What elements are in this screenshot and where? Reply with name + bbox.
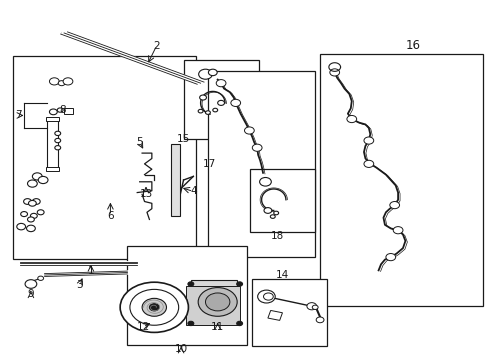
- Bar: [46, 117, 59, 121]
- Circle shape: [259, 177, 271, 186]
- Circle shape: [329, 69, 339, 76]
- Circle shape: [187, 321, 193, 325]
- Text: 11: 11: [211, 322, 224, 332]
- Circle shape: [208, 69, 217, 76]
- Circle shape: [149, 304, 159, 311]
- Bar: [190, 280, 237, 323]
- Circle shape: [55, 145, 61, 150]
- Circle shape: [257, 290, 275, 303]
- Polygon shape: [185, 286, 239, 325]
- Circle shape: [312, 305, 318, 310]
- Circle shape: [27, 217, 34, 222]
- Text: 14: 14: [275, 270, 288, 280]
- Text: 18: 18: [270, 231, 283, 240]
- Circle shape: [205, 111, 210, 114]
- Text: 3: 3: [76, 280, 83, 290]
- Circle shape: [37, 210, 44, 215]
- Bar: [250, 169, 314, 232]
- Circle shape: [25, 280, 37, 288]
- Text: 10: 10: [174, 344, 187, 354]
- Circle shape: [49, 78, 59, 85]
- Text: 6: 6: [107, 211, 114, 221]
- Circle shape: [142, 298, 166, 316]
- Circle shape: [392, 226, 402, 234]
- Circle shape: [198, 109, 203, 113]
- Circle shape: [236, 321, 242, 325]
- Circle shape: [346, 116, 356, 123]
- Circle shape: [230, 99, 240, 107]
- Circle shape: [236, 282, 242, 286]
- Circle shape: [55, 138, 61, 143]
- Bar: [207, 71, 315, 257]
- Circle shape: [199, 95, 206, 100]
- Circle shape: [216, 80, 225, 87]
- Text: 16: 16: [405, 39, 419, 52]
- Circle shape: [389, 202, 399, 209]
- Bar: [267, 310, 282, 320]
- Text: 13: 13: [139, 189, 152, 199]
- Circle shape: [38, 176, 48, 184]
- Bar: [46, 167, 59, 171]
- Circle shape: [385, 253, 395, 261]
- Bar: [64, 108, 73, 114]
- Text: 17: 17: [203, 159, 216, 169]
- Circle shape: [316, 317, 324, 323]
- Bar: [76, 71, 178, 246]
- Circle shape: [49, 109, 57, 115]
- Bar: [251, 279, 327, 346]
- Circle shape: [205, 293, 229, 311]
- Circle shape: [17, 224, 25, 230]
- Text: 8: 8: [59, 105, 65, 115]
- Circle shape: [212, 108, 217, 112]
- Text: 9: 9: [27, 289, 34, 299]
- Circle shape: [57, 108, 63, 112]
- Circle shape: [30, 213, 37, 219]
- Circle shape: [198, 69, 212, 79]
- Circle shape: [55, 131, 61, 135]
- Circle shape: [120, 282, 188, 332]
- Circle shape: [32, 199, 40, 204]
- Circle shape: [264, 208, 271, 213]
- Circle shape: [263, 293, 273, 300]
- Circle shape: [187, 282, 193, 286]
- Circle shape: [23, 199, 31, 204]
- Circle shape: [63, 78, 73, 85]
- Circle shape: [244, 127, 254, 134]
- Circle shape: [58, 81, 65, 86]
- Bar: [127, 246, 246, 345]
- Circle shape: [273, 211, 278, 215]
- Circle shape: [26, 225, 35, 231]
- Circle shape: [363, 160, 373, 167]
- Circle shape: [28, 201, 36, 206]
- Circle shape: [38, 276, 43, 280]
- Bar: [13, 56, 195, 259]
- Text: 7: 7: [16, 111, 22, 121]
- Text: 1: 1: [87, 266, 94, 276]
- Bar: [171, 144, 180, 216]
- Circle shape: [198, 288, 237, 316]
- Text: 2: 2: [153, 41, 160, 50]
- Circle shape: [32, 173, 42, 180]
- Text: 12: 12: [136, 322, 149, 332]
- Bar: [183, 60, 259, 139]
- Bar: [320, 54, 483, 306]
- Circle shape: [270, 215, 275, 219]
- Circle shape: [363, 137, 373, 144]
- Circle shape: [252, 144, 262, 151]
- Text: 15: 15: [177, 134, 190, 144]
- Circle shape: [20, 212, 27, 217]
- Circle shape: [130, 289, 178, 325]
- Circle shape: [306, 303, 316, 310]
- Circle shape: [27, 180, 37, 187]
- Text: 4: 4: [190, 186, 196, 197]
- Text: 5: 5: [136, 138, 142, 147]
- Bar: [47, 119, 58, 169]
- Circle shape: [217, 100, 224, 105]
